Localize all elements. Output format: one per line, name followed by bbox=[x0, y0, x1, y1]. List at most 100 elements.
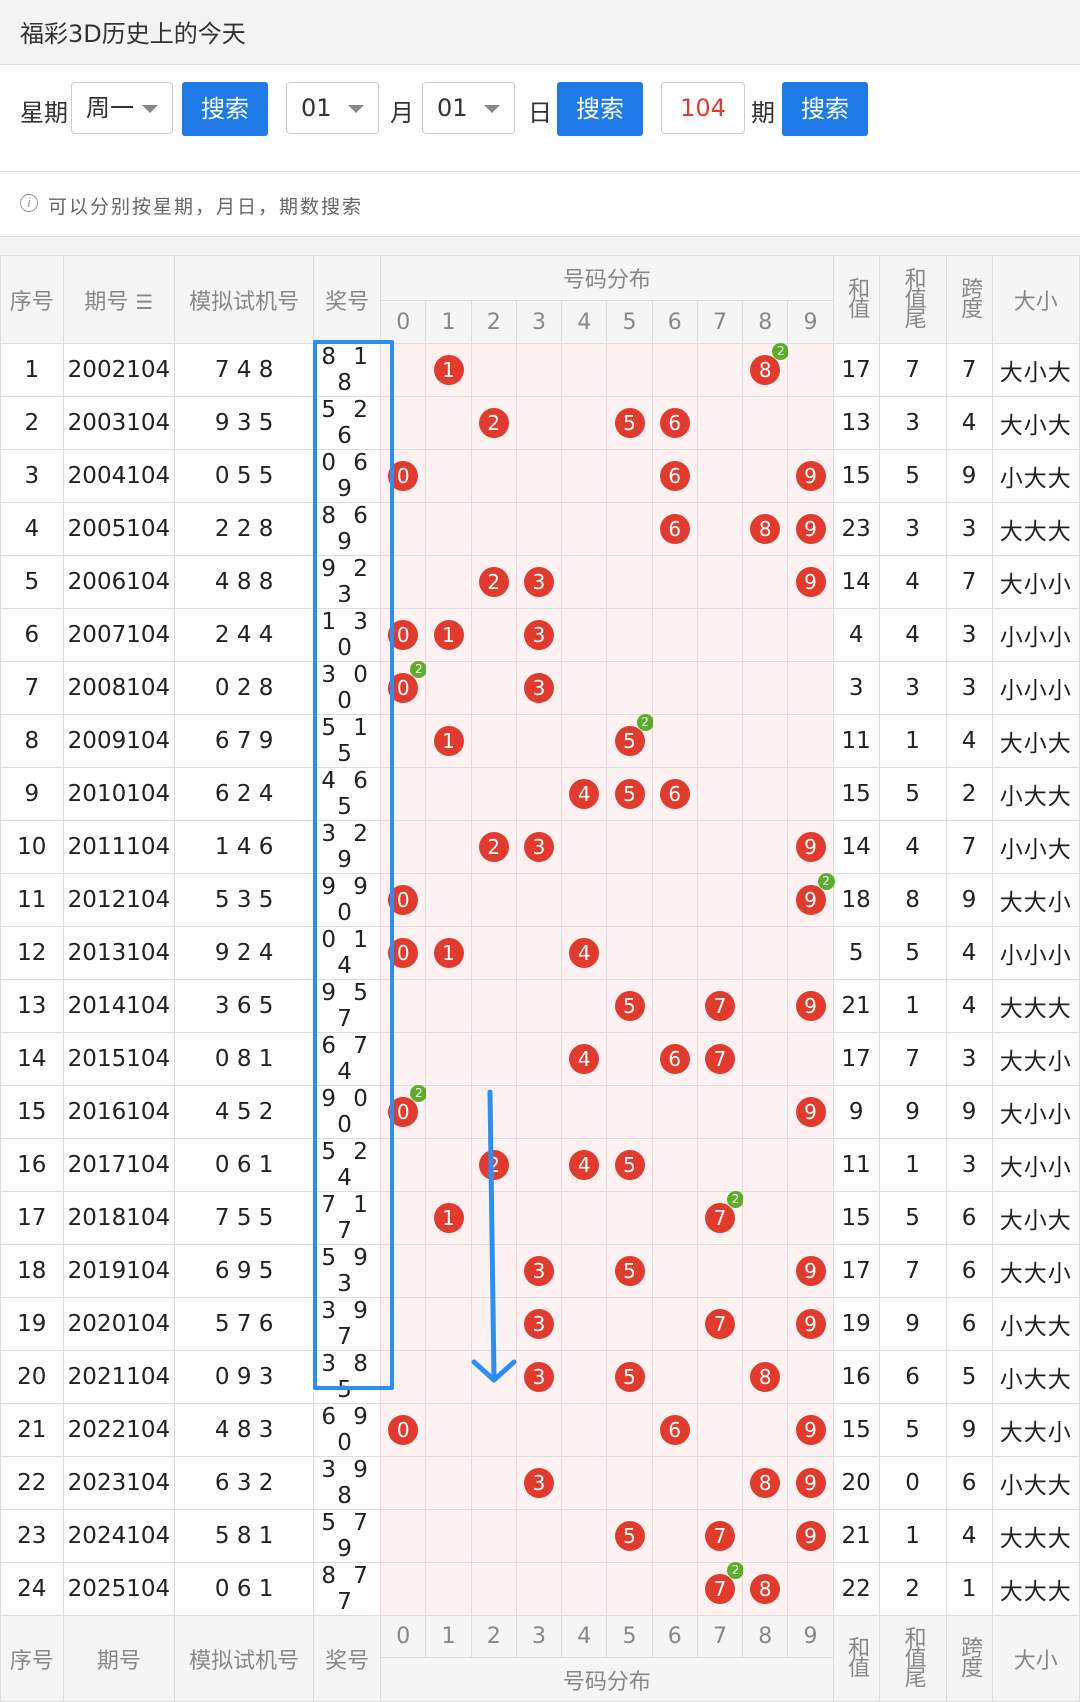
dist-cell-6 bbox=[651, 608, 698, 662]
row-size: 小大大 bbox=[991, 1350, 1080, 1404]
dist-cell-3 bbox=[515, 1509, 563, 1563]
row-size: 大小大 bbox=[991, 343, 1080, 397]
dist-cell-2 bbox=[470, 1297, 517, 1351]
dist-cell-2 bbox=[470, 873, 517, 927]
row-sim: 0 8 1 bbox=[174, 1032, 315, 1086]
dist-cell-0 bbox=[380, 1350, 427, 1404]
row-seq: 21 bbox=[0, 1403, 64, 1457]
row-sim: 6 7 9 bbox=[174, 714, 315, 768]
issue-input[interactable]: 104 bbox=[661, 82, 745, 134]
row-span: 4 bbox=[945, 926, 993, 980]
search-weekday-button[interactable]: 搜索 bbox=[182, 82, 268, 136]
dist-cell-9: 9 bbox=[787, 820, 834, 874]
row-size: 大大大 bbox=[991, 979, 1080, 1033]
row-issue: 2012104 bbox=[62, 873, 176, 927]
row-seq: 11 bbox=[0, 873, 64, 927]
month-select[interactable]: 01 bbox=[286, 82, 379, 134]
col-seq: 序号 bbox=[0, 255, 64, 344]
dist-cell-2 bbox=[470, 608, 517, 662]
number-ball: 2 bbox=[478, 567, 509, 597]
weekday-value: 周一 bbox=[86, 94, 134, 122]
row-sim: 5 8 1 bbox=[174, 1509, 315, 1563]
repeat-badge: 2 bbox=[772, 343, 790, 360]
dist-cell-1 bbox=[425, 1032, 472, 1086]
dist-cell-8 bbox=[742, 1509, 789, 1563]
row-size: 大大小 bbox=[991, 1403, 1080, 1457]
number-ball: 9 bbox=[795, 1097, 826, 1127]
dist-cell-0: 0 bbox=[380, 1403, 427, 1457]
row-size: 大大大 bbox=[991, 1509, 1080, 1563]
spacer bbox=[0, 237, 1080, 255]
dist-cell-6: 6 bbox=[651, 449, 698, 503]
row-issue: 2023104 bbox=[62, 1456, 176, 1510]
number-ball: 9 bbox=[795, 514, 826, 544]
dist-cell-3 bbox=[515, 714, 563, 768]
search-issue-button[interactable]: 搜索 bbox=[782, 82, 868, 136]
row-sum: 3 bbox=[832, 661, 880, 715]
row-sim: 4 8 8 bbox=[174, 555, 315, 609]
dist-cell-5 bbox=[606, 608, 653, 662]
dist-cell-9: 9 bbox=[787, 555, 834, 609]
dist-cell-8 bbox=[742, 661, 789, 715]
row-sim: 4 8 3 bbox=[174, 1403, 315, 1457]
dist-cell-4: 4 bbox=[561, 926, 608, 980]
dist-cell-3 bbox=[515, 1138, 563, 1192]
row-size: 大小小 bbox=[991, 1085, 1080, 1139]
row-sim: 6 2 4 bbox=[174, 767, 315, 821]
dist-cell-1 bbox=[425, 502, 472, 556]
number-ball: 4 bbox=[569, 938, 600, 968]
dist-cell-2 bbox=[470, 1403, 517, 1457]
digit-header-2: 2 bbox=[470, 300, 517, 344]
row-span: 4 bbox=[945, 396, 993, 450]
dist-cell-8 bbox=[742, 926, 789, 980]
row-span: 3 bbox=[945, 1032, 993, 1086]
digit-header-1: 1 bbox=[425, 300, 472, 344]
row-sim: 0 9 3 bbox=[174, 1350, 315, 1404]
dist-cell-8 bbox=[742, 1191, 789, 1245]
digit-footer-8: 8 bbox=[742, 1615, 789, 1658]
digit-footer-3: 3 bbox=[515, 1615, 563, 1658]
dist-cell-6 bbox=[651, 820, 698, 874]
col-issue-sort[interactable]: 期号 ☰ bbox=[62, 255, 176, 344]
dist-cell-8: 8 bbox=[742, 1562, 789, 1616]
row-issue: 2010104 bbox=[62, 767, 176, 821]
row-seq: 12 bbox=[0, 926, 64, 980]
chevron-down-icon bbox=[484, 105, 500, 113]
row-span: 9 bbox=[945, 1403, 993, 1457]
dist-cell-9: 9 bbox=[787, 1403, 834, 1457]
digit-footer-0: 0 bbox=[380, 1615, 427, 1658]
row-sum: 15 bbox=[832, 1403, 880, 1457]
number-ball: 6 bbox=[659, 514, 690, 544]
weekday-label: 星期 bbox=[20, 99, 68, 127]
dist-cell-9 bbox=[787, 1350, 834, 1404]
number-ball: 6 bbox=[659, 408, 690, 438]
weekday-select[interactable]: 周一 bbox=[71, 82, 173, 134]
dist-cell-9 bbox=[787, 608, 834, 662]
dist-cell-1 bbox=[425, 449, 472, 503]
row-sum: 17 bbox=[832, 1244, 880, 1298]
dist-cell-8 bbox=[742, 873, 789, 927]
dist-cell-3 bbox=[515, 449, 563, 503]
foot-dist: 号码分布 bbox=[380, 1657, 834, 1702]
dist-cell-0 bbox=[380, 1456, 427, 1510]
search-date-button[interactable]: 搜索 bbox=[557, 82, 643, 136]
row-span: 4 bbox=[945, 714, 993, 768]
row-size: 大小小 bbox=[991, 1138, 1080, 1192]
row-span: 6 bbox=[945, 1297, 993, 1351]
dist-cell-0 bbox=[380, 1138, 427, 1192]
number-ball: 7 bbox=[705, 991, 736, 1021]
row-span: 9 bbox=[945, 449, 993, 503]
dist-cell-8: 8 bbox=[742, 1350, 789, 1404]
row-sum-tail: 3 bbox=[878, 502, 947, 556]
day-select[interactable]: 01 bbox=[422, 82, 515, 134]
dist-cell-5 bbox=[606, 926, 653, 980]
number-ball: 3 bbox=[524, 1256, 555, 1286]
dist-cell-4 bbox=[561, 1297, 608, 1351]
row-seq: 14 bbox=[0, 1032, 64, 1086]
row-span: 3 bbox=[945, 502, 993, 556]
